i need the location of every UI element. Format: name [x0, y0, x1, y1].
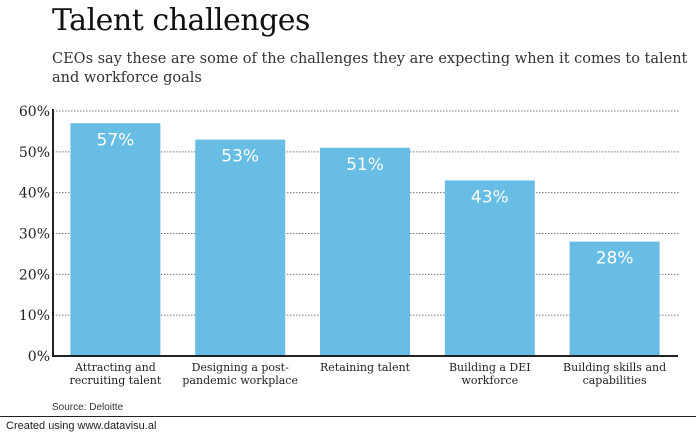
data-label: 51% [346, 155, 384, 175]
bar [195, 139, 286, 356]
x-tick-label: Building skills and [563, 361, 666, 374]
x-tick-label: recruiting talent [69, 374, 161, 387]
data-label: 57% [97, 130, 135, 150]
y-tick-label: 20% [19, 267, 50, 283]
footer-divider [0, 416, 696, 417]
x-tick-label: Building a DEI [449, 361, 531, 374]
bar-chart: 0% 10% 20% 30% 40% 50% 60% 57% Attracting andrec… [19, 104, 680, 387]
data-label: 53% [221, 147, 259, 167]
x-tick-label: pandemic workplace [182, 374, 298, 387]
chart-subtitle: CEOs say these are some of the challenge… [52, 51, 688, 86]
x-tick-label: Designing a post- [192, 361, 290, 374]
data-label: 28% [596, 249, 634, 269]
x-tick-label: Attracting and [74, 361, 156, 374]
y-tick-label: 30% [19, 227, 50, 243]
x-tick-label: capabilities [583, 374, 647, 387]
y-tick-label: 0% [28, 349, 50, 365]
source-note: Source: Deloitte [52, 402, 124, 413]
footer-credit: Created using www.datavisu.al [6, 420, 157, 432]
bar [70, 123, 161, 356]
x-tick-label: Retaining talent [320, 361, 411, 374]
x-tick-label: workforce [462, 374, 519, 387]
y-tick-label: 60% [19, 104, 50, 120]
y-tick-label: 40% [19, 186, 50, 202]
bar [444, 180, 535, 356]
y-tick-label: 10% [19, 308, 50, 324]
bar [320, 147, 410, 356]
bar [569, 241, 660, 356]
data-label: 43% [471, 187, 509, 207]
chart-title: Talent challenges [52, 3, 310, 38]
y-tick-label: 50% [19, 145, 50, 161]
